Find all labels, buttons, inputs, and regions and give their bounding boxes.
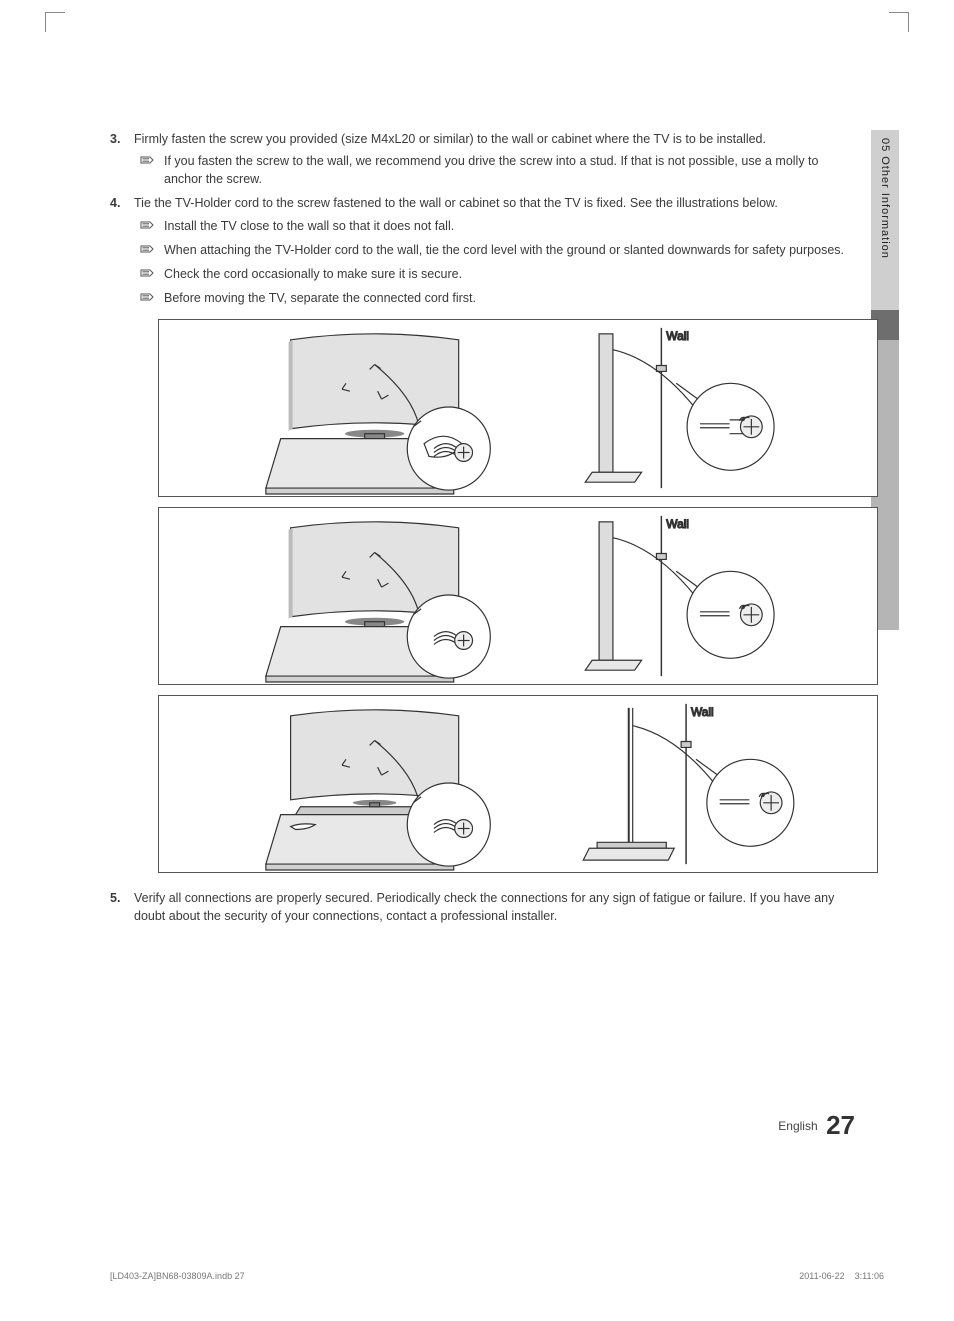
note-text: Check the cord occasionally to make sure…: [164, 265, 462, 283]
note-text: Install the TV close to the wall so that…: [164, 217, 454, 235]
svg-text:Wall: Wall: [691, 705, 714, 719]
note-text: Before moving the TV, separate the conne…: [164, 289, 476, 307]
crop-mark: [889, 12, 909, 32]
note-item: When attaching the TV-Holder cord to the…: [134, 241, 878, 261]
section-tab-label: 05 Other Information: [879, 138, 891, 259]
illustration-panel: Wall: [158, 695, 878, 873]
doc-footer-left: [LD403-ZA]BN68-03809A.indb 27: [110, 1271, 245, 1281]
note-item: Check the cord occasionally to make sure…: [134, 265, 878, 285]
illustration-group: Wall: [158, 319, 878, 873]
illustration-panel: Wall: [158, 507, 878, 685]
doc-footer-right: 2011-06-22 3:11:06: [799, 1271, 884, 1281]
step-text: Firmly fasten the screw you provided (si…: [134, 130, 855, 148]
step-number: 5.: [110, 889, 134, 925]
footer-page-number: 27: [826, 1110, 855, 1140]
svg-text:Wall: Wall: [666, 517, 689, 531]
step-text: Verify all connections are properly secu…: [134, 889, 855, 925]
note-icon: [140, 267, 158, 285]
note-item: Before moving the TV, separate the conne…: [134, 289, 878, 309]
note-text: If you fasten the screw to the wall, we …: [164, 152, 855, 188]
step-number: 4.: [110, 194, 134, 883]
illustration-panel: Wall: [158, 319, 878, 497]
step-item: 4. Tie the TV-Holder cord to the screw f…: [110, 194, 855, 883]
note-text: When attaching the TV-Holder cord to the…: [164, 241, 844, 259]
footer-lang: English: [778, 1119, 817, 1133]
note-icon: [140, 291, 158, 309]
crop-mark: [45, 12, 65, 32]
page-footer: English 27: [110, 1110, 855, 1141]
note-item: If you fasten the screw to the wall, we …: [134, 152, 855, 188]
note-icon: [140, 243, 158, 261]
note-icon: [140, 154, 158, 172]
svg-text:Wall: Wall: [666, 329, 689, 343]
note-item: Install the TV close to the wall so that…: [134, 217, 878, 237]
note-icon: [140, 219, 158, 237]
page-content: 3. Firmly fasten the screw you provided …: [110, 130, 855, 931]
step-number: 3.: [110, 130, 134, 188]
step-text: Tie the TV-Holder cord to the screw fast…: [134, 194, 878, 212]
step-item: 3. Firmly fasten the screw you provided …: [110, 130, 855, 188]
step-item: 5. Verify all connections are properly s…: [110, 889, 855, 925]
